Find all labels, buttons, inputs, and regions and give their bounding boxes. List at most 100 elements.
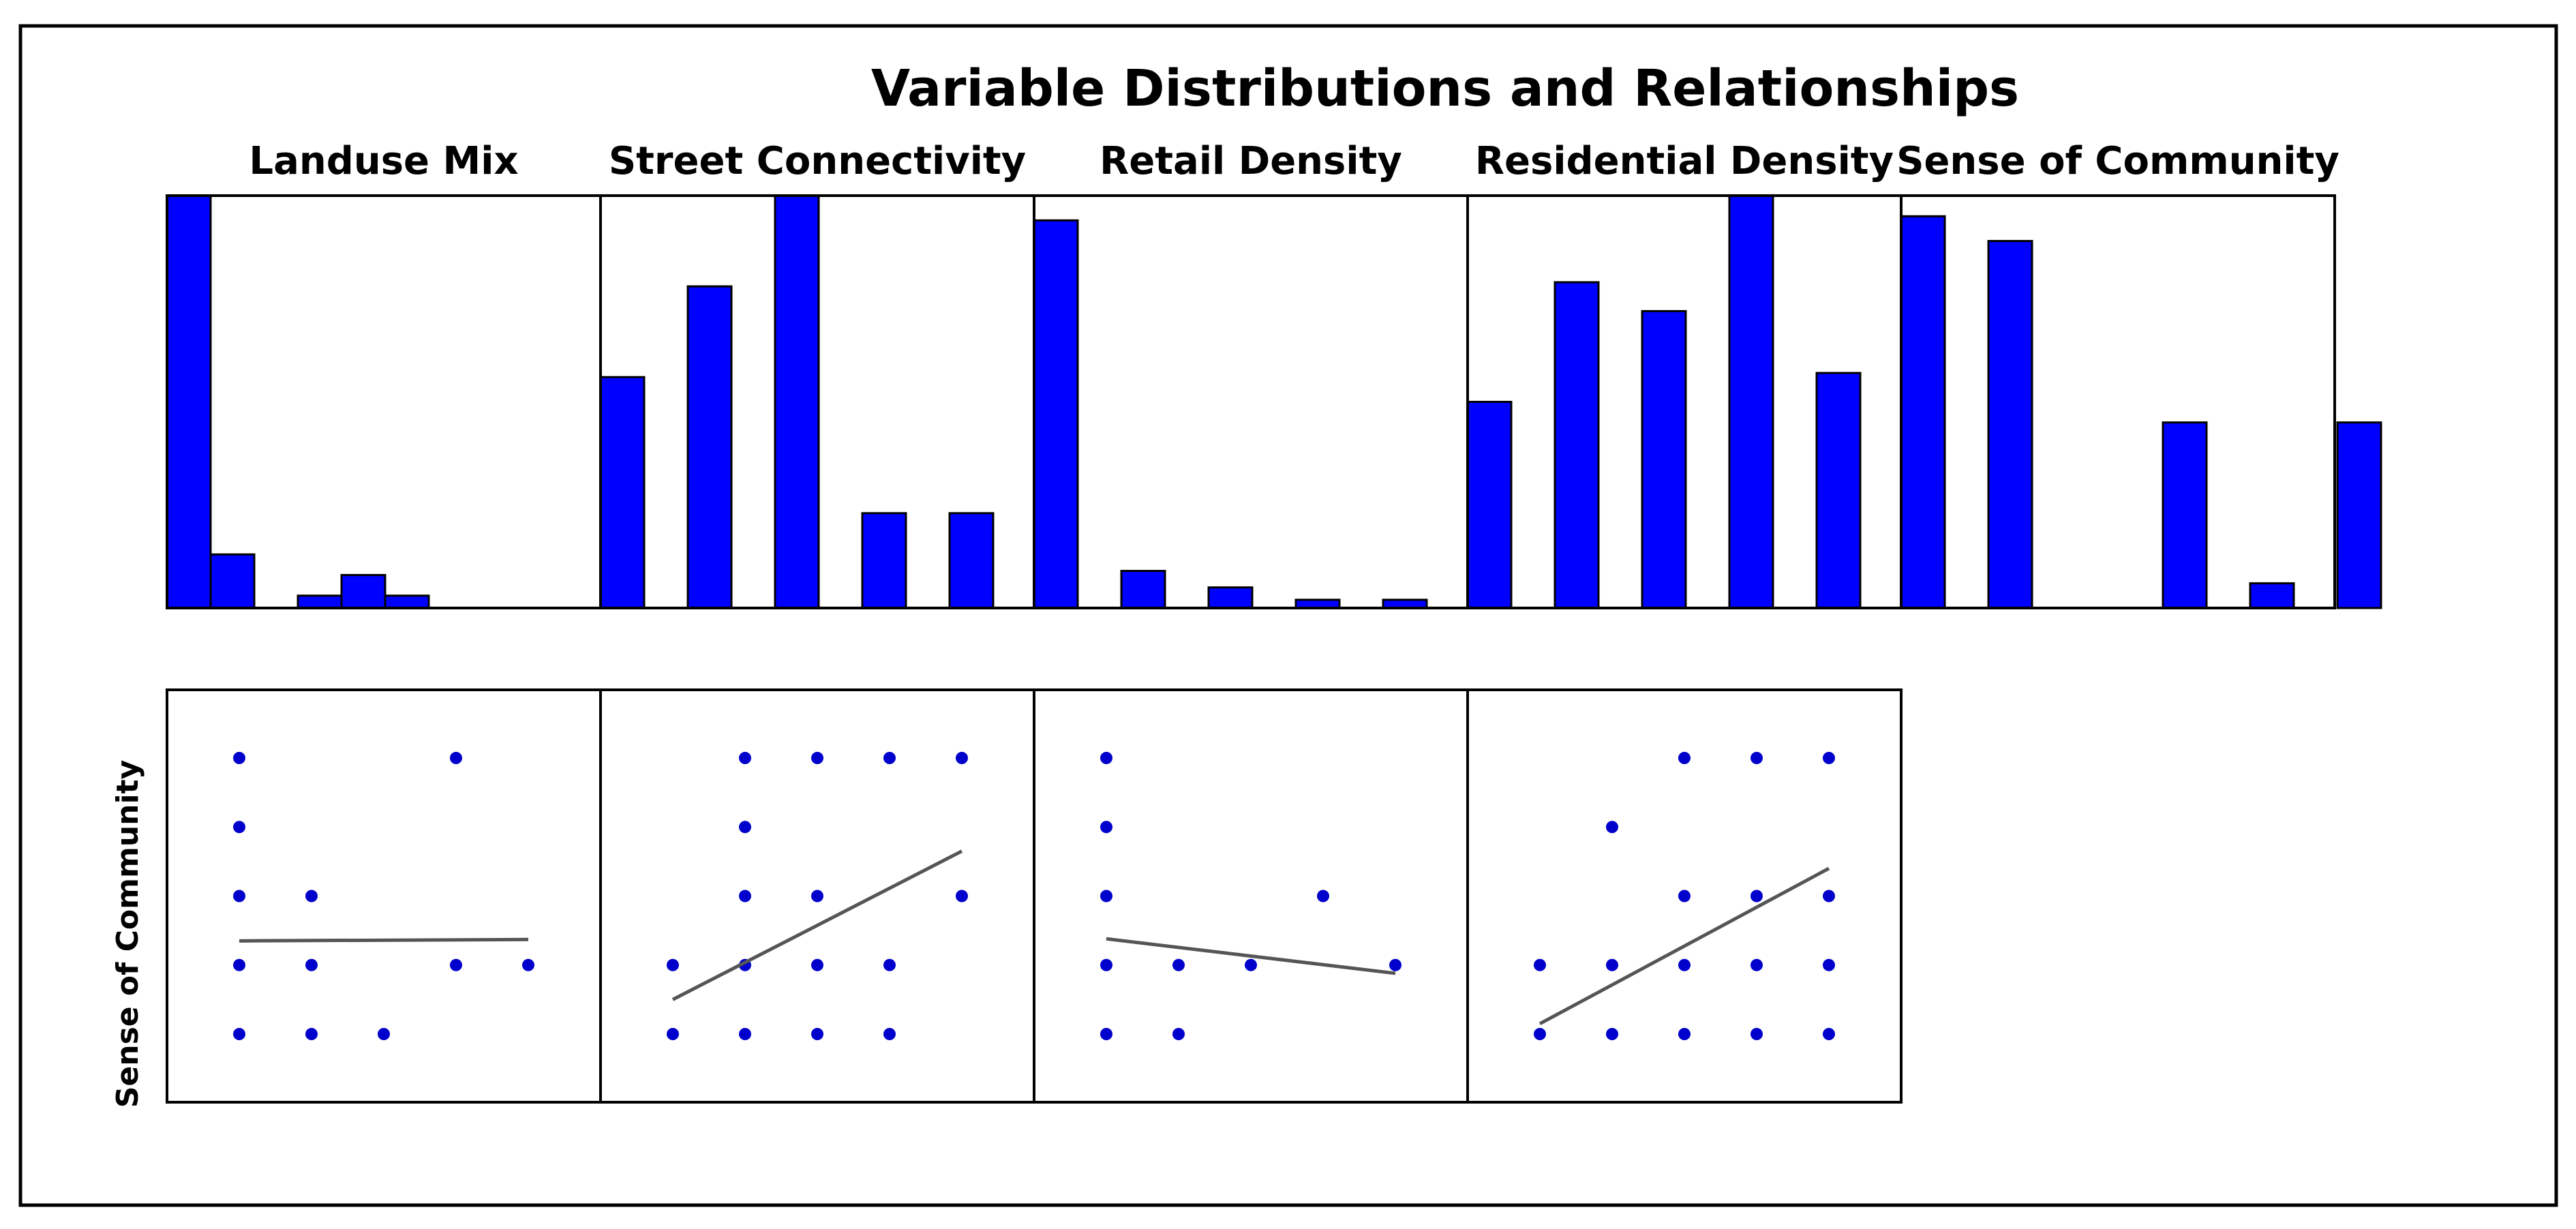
histogram-bar <box>1466 401 1513 609</box>
scatter-point <box>1245 958 1257 971</box>
scatter-point <box>1678 958 1691 971</box>
histogram-bar <box>599 376 646 609</box>
scatterplot-0 <box>166 688 602 1104</box>
histogram-bar <box>2336 421 2382 609</box>
scatter-point <box>233 752 245 764</box>
scatter-point <box>739 1028 751 1040</box>
fit-line <box>1106 937 1396 975</box>
fit-line <box>671 849 963 1001</box>
histogram-bar <box>1900 215 1946 609</box>
scatter-point <box>1317 890 1329 902</box>
column-title-3: Residential Density <box>1475 139 1894 183</box>
scatterplot-3 <box>1466 688 1903 1104</box>
scatter-point <box>739 890 751 902</box>
scatter-point <box>883 752 896 764</box>
scatter-point <box>883 958 896 971</box>
scatter-point <box>1823 958 1835 971</box>
histogram-bar <box>948 512 995 609</box>
histogram-bar <box>1554 281 1600 609</box>
scatter-point <box>1100 821 1112 834</box>
scatter-point <box>1100 958 1112 971</box>
scatter-point <box>1751 958 1763 971</box>
scatter-point <box>883 1028 896 1040</box>
scatter-point <box>811 890 823 902</box>
scatter-point <box>1751 890 1763 902</box>
histogram-2 <box>1033 194 1469 609</box>
histogram-1 <box>599 194 1035 609</box>
histogram-bar <box>1033 219 1079 609</box>
column-title-0: Landuse Mix <box>249 139 518 183</box>
scatter-point <box>956 752 968 764</box>
histogram-frame <box>1900 194 2336 609</box>
histogram-bar <box>2162 421 2208 609</box>
scatterplot-frame <box>166 688 602 1104</box>
scatter-point <box>956 890 968 902</box>
scatter-point <box>305 890 318 902</box>
scatter-point <box>811 752 823 764</box>
histogram-bar <box>1987 240 2033 609</box>
histogram-bar <box>384 594 430 609</box>
histogram-bar <box>1120 570 1166 609</box>
scatter-point <box>233 821 245 834</box>
scatter-point <box>233 1028 245 1040</box>
outer-frame <box>18 24 2558 1207</box>
scatter-point <box>1606 958 1618 971</box>
scatter-point <box>233 958 245 971</box>
column-title-1: Street Connectivity <box>609 139 1026 183</box>
scatter-point <box>667 958 679 971</box>
scatter-point <box>1751 752 1763 764</box>
histogram-bar <box>686 285 733 609</box>
histogram-row <box>166 194 2382 609</box>
column-title-4: Sense of Community <box>1896 139 2339 183</box>
scatter-point <box>1100 890 1112 902</box>
histogram-3 <box>1466 194 1903 609</box>
scatterplot-row <box>166 688 1903 1104</box>
scatter-point <box>1534 958 1546 971</box>
scatter-point <box>1678 1028 1691 1040</box>
column-titles: Landuse Mix Street Connectivity Retail Den… <box>249 139 2339 183</box>
scatter-point <box>1534 1028 1546 1040</box>
column-title-2: Retail Density <box>1100 139 1402 183</box>
fit-line <box>1539 866 1830 1026</box>
scatter-point <box>1172 1028 1185 1040</box>
scatter-point <box>1606 1028 1618 1040</box>
histogram-bar <box>297 594 343 609</box>
histogram-bar <box>209 553 256 609</box>
scatter-point <box>450 752 462 764</box>
scatter-point <box>1678 752 1691 764</box>
scatter-point <box>1389 958 1401 971</box>
histogram-bar <box>861 512 907 609</box>
histogram-bar <box>340 574 387 609</box>
histogram-bar <box>1641 309 1687 609</box>
scatter-point <box>739 752 751 764</box>
histogram-bar <box>1207 586 1254 609</box>
scatter-point <box>811 958 823 971</box>
chart-title: Variable Distributions and Relationships <box>871 59 2019 118</box>
histogram-bar <box>1728 194 1774 609</box>
scatter-point <box>1678 890 1691 902</box>
scatter-point <box>1100 752 1112 764</box>
histogram-4 <box>1900 194 2382 609</box>
histogram-bar <box>166 194 212 609</box>
scatter-point <box>450 958 462 971</box>
scatterplot-2 <box>1033 688 1469 1104</box>
scatter-point <box>1100 1028 1112 1040</box>
scatter-point <box>1751 1028 1763 1040</box>
histogram-bar <box>774 194 820 609</box>
scatter-point <box>305 958 318 971</box>
scatter-point <box>739 821 751 834</box>
scatter-point <box>305 1028 318 1040</box>
histogram-bar <box>1815 371 1862 609</box>
scatter-point <box>522 958 534 971</box>
scatter-point <box>1823 1028 1835 1040</box>
scatter-point <box>811 1028 823 1040</box>
fit-line <box>239 937 529 943</box>
scatterplot-frame <box>1033 688 1469 1104</box>
scatter-point <box>667 1028 679 1040</box>
scatterplot-1 <box>599 688 1035 1104</box>
scatter-point <box>1606 821 1618 834</box>
scatter-row-label: Sense of Community <box>110 760 145 1108</box>
histogram-bar <box>2249 582 2295 609</box>
scatter-point <box>378 1028 390 1040</box>
